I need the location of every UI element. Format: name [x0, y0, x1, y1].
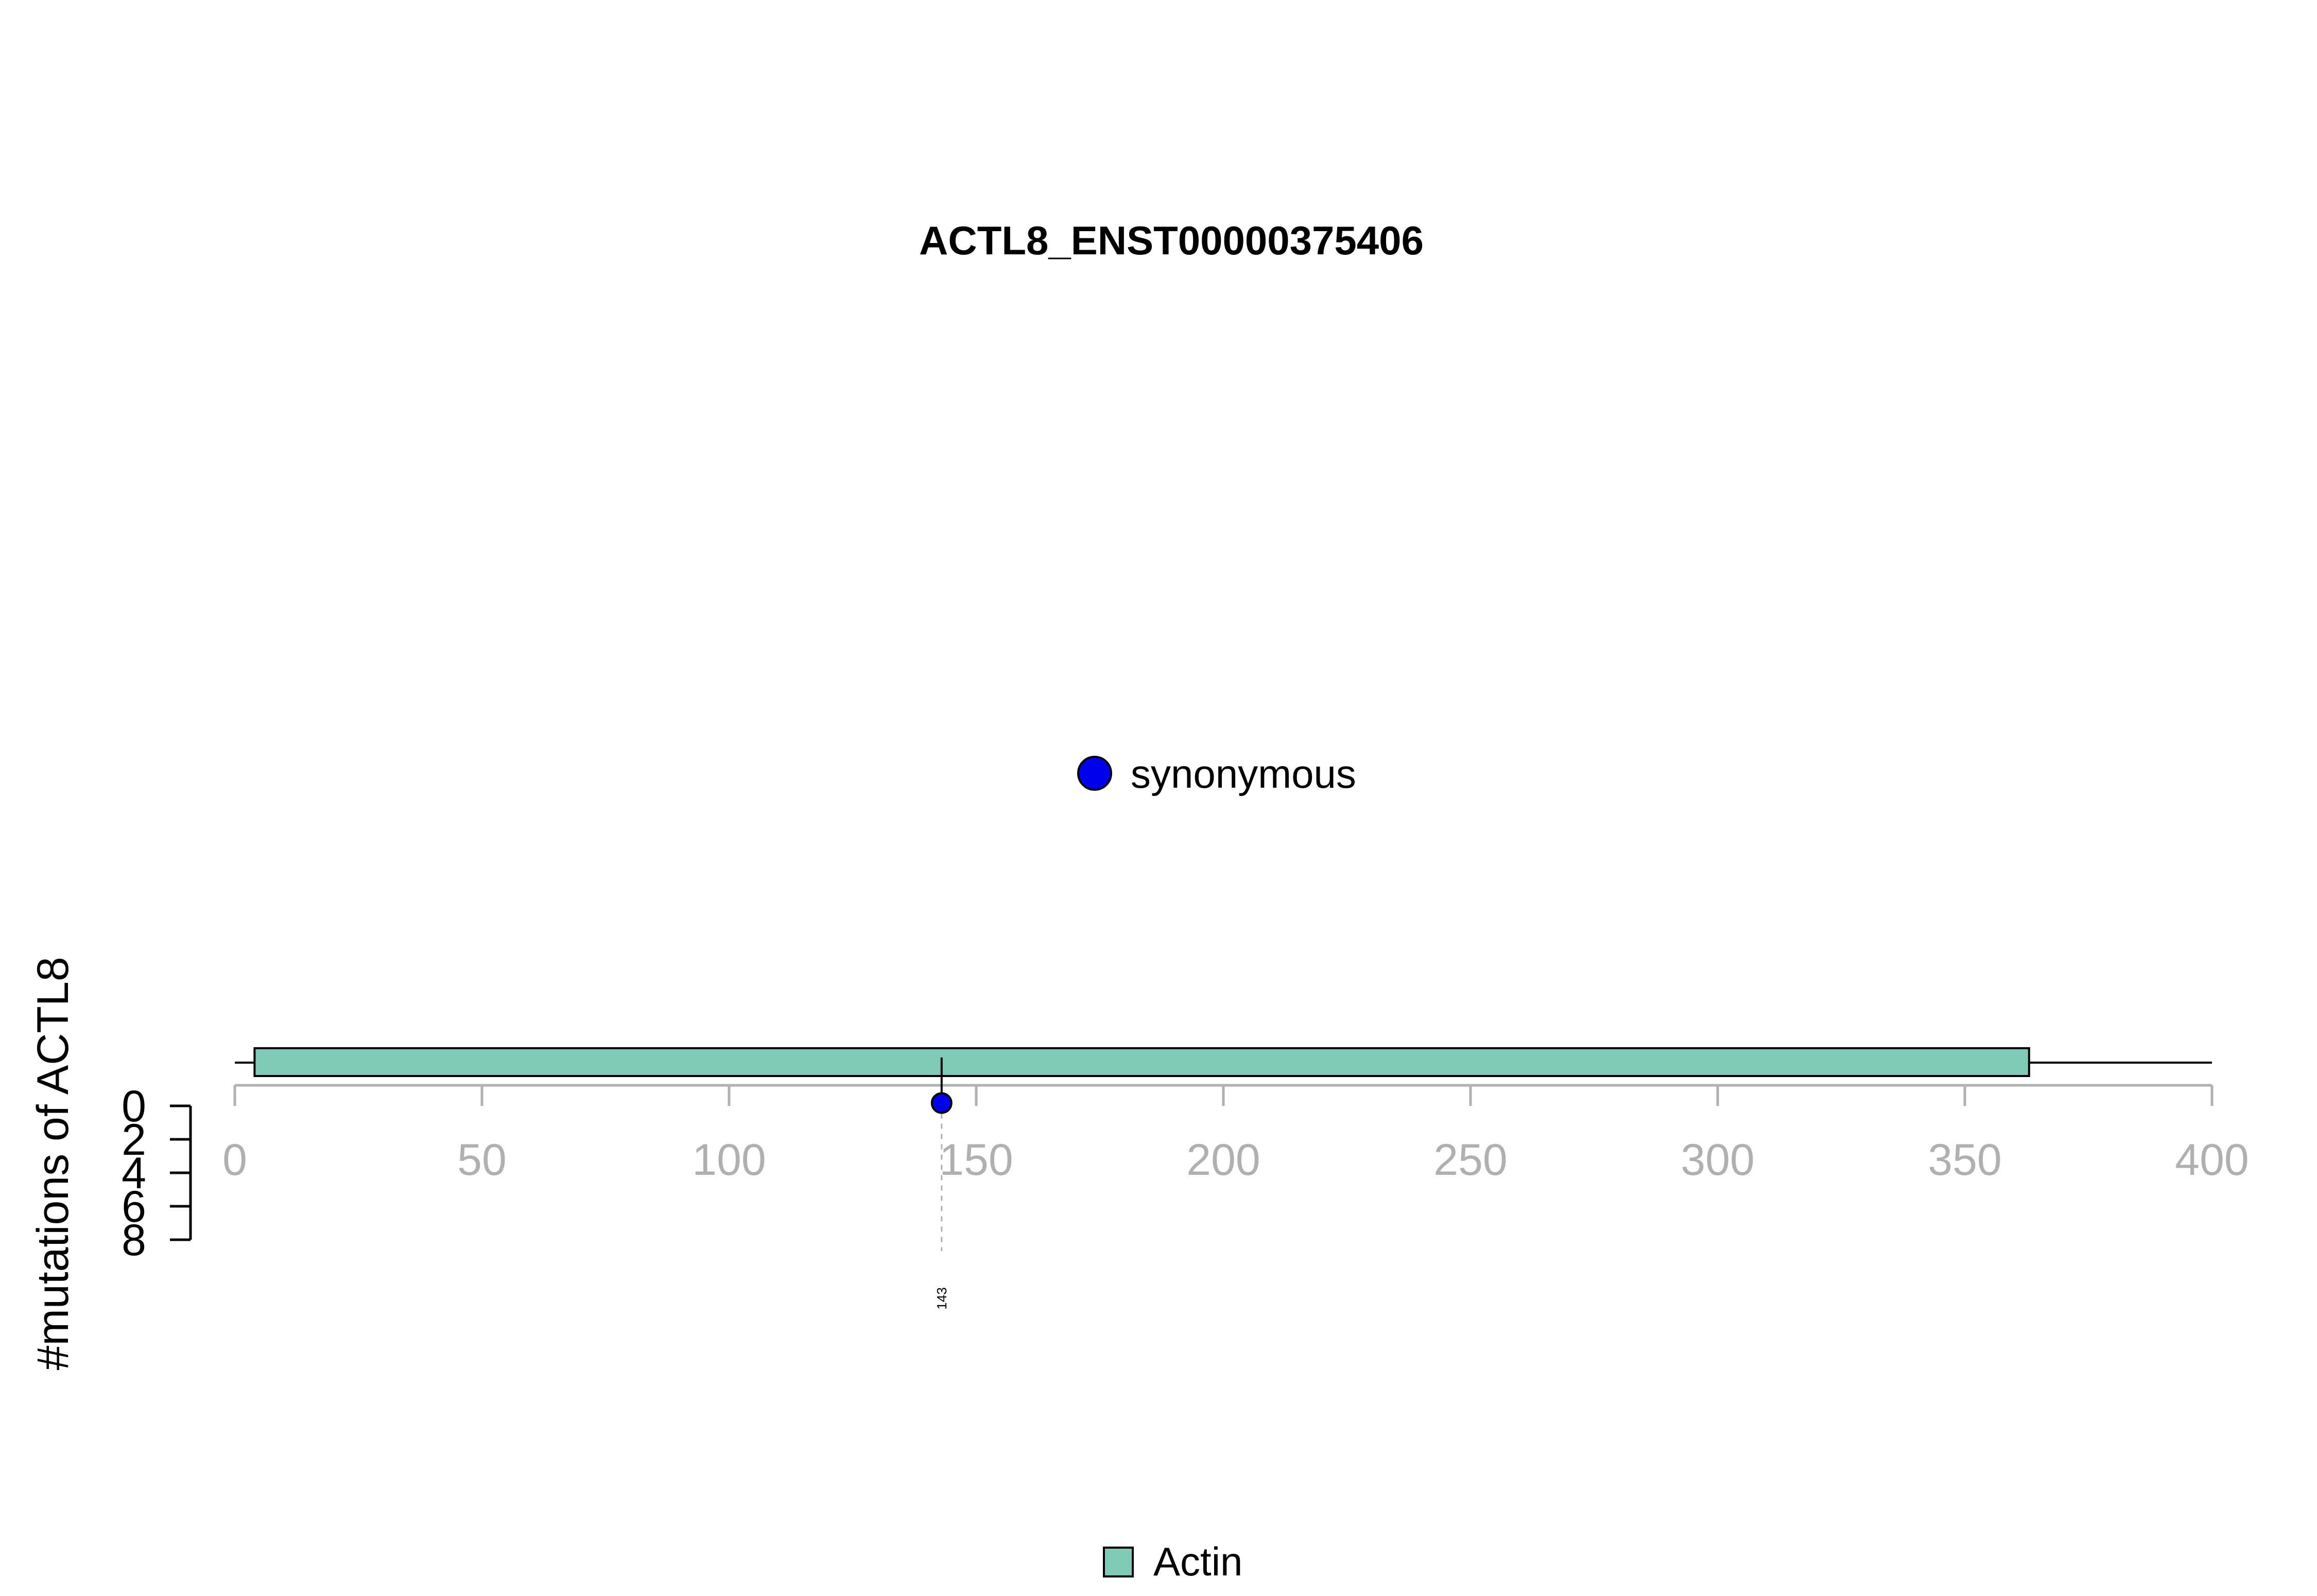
legend-marker-synonymous — [1077, 756, 1112, 791]
y-axis-tick-label: 0 — [122, 1082, 146, 1131]
x-axis-tick-label: 400 — [2175, 1135, 2249, 1185]
x-axis-tick-label: 300 — [1681, 1135, 1755, 1185]
protein-track — [235, 1047, 2212, 1077]
lollipop-head — [930, 1092, 953, 1114]
x-axis: 0 50 100 150 200 250 300 350 400 — [222, 1084, 2249, 1185]
y-axis-tick-label: 4 — [122, 1149, 146, 1198]
x-axis-tick-label: 200 — [1186, 1135, 1260, 1185]
y-axis-tick-label: 6 — [122, 1182, 146, 1231]
lollipop-position-label: 143 — [934, 1287, 949, 1309]
legend-swatch-actin — [1103, 1547, 1134, 1577]
x-axis-tick-label: 0 — [222, 1135, 247, 1185]
domain-box-actin — [253, 1047, 2030, 1077]
x-axis-tick-label: 150 — [939, 1135, 1013, 1185]
y-axis-tick-label: 8 — [122, 1216, 146, 1265]
mutation-legend: synonymous — [1077, 751, 1356, 796]
mutation-lollipops: 143 — [930, 1057, 953, 1310]
x-axis-tick-label: 50 — [457, 1135, 507, 1185]
domain-legend: Actin — [1103, 1539, 1242, 1584]
legend-label-synonymous: synonymous — [1131, 751, 1356, 796]
y-axis-title: #mutations of ACTL8 — [28, 957, 78, 1370]
y-axis-tick-label: 2 — [122, 1115, 146, 1165]
chart-title: ACTL8_ENST00000375406 — [919, 218, 1424, 263]
legend-label-actin: Actin — [1153, 1539, 1242, 1584]
x-axis-tick-label: 100 — [692, 1135, 766, 1185]
x-axis-tick-label: 350 — [1928, 1135, 2002, 1185]
x-axis-tick-label: 250 — [1433, 1135, 1508, 1185]
